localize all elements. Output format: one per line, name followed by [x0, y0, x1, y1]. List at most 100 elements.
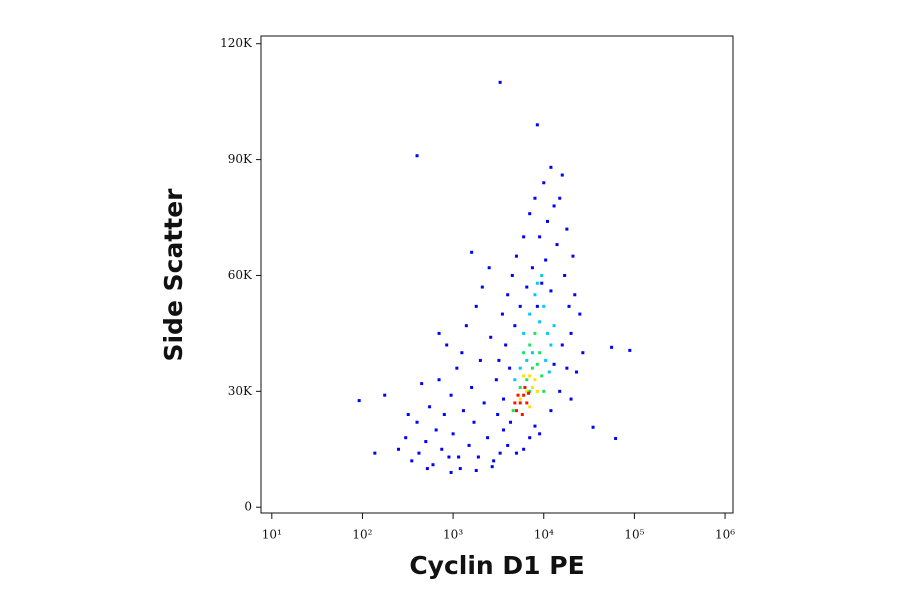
scatter-point [464, 324, 468, 328]
scatter-point [490, 465, 494, 469]
scatter-point [522, 393, 526, 397]
scatter-point [478, 358, 482, 362]
scatter-point [410, 459, 414, 463]
scatter-point [476, 455, 480, 459]
scatter-point [542, 304, 546, 308]
scatter-point [544, 258, 548, 262]
scatter-point [540, 281, 544, 285]
scatter-point [417, 451, 421, 455]
scatter-point [514, 254, 518, 258]
scatter-point [404, 436, 408, 440]
y-tick-label: 60K [228, 268, 253, 282]
scatter-point [540, 374, 544, 378]
scatter-point [535, 362, 539, 366]
scatter-point [535, 304, 539, 308]
scatter-point [514, 451, 518, 455]
scatter-point [528, 405, 532, 409]
x-tick-label: 10³ [443, 528, 463, 542]
scatter-point [560, 173, 564, 177]
scatter-point [522, 374, 526, 378]
scatter-point [508, 366, 512, 370]
plot-frame [260, 35, 734, 514]
scatter-point [518, 401, 522, 405]
scatter-point [415, 154, 419, 158]
scatter-point [552, 204, 556, 208]
scatter-point [397, 447, 401, 451]
scatter-point [540, 273, 544, 277]
scatter-point [538, 351, 542, 355]
scatter-point [513, 324, 517, 328]
scatter-point [538, 320, 542, 324]
x-tick-label: 10⁴ [534, 528, 554, 542]
scatter-point [516, 393, 520, 397]
y-tick-label: 30K [228, 384, 253, 398]
scatter-point [513, 401, 517, 405]
scatter-point [552, 324, 556, 328]
scatter-point [457, 455, 461, 459]
scatter-point [525, 378, 529, 382]
scatter-point [525, 358, 529, 362]
scatter-point [406, 413, 410, 417]
scatter-point [528, 389, 532, 393]
scatter-point [533, 378, 537, 382]
scatter-point [545, 219, 549, 223]
scatter-point [573, 293, 577, 297]
scatter-point [530, 266, 534, 270]
scatter-point [581, 351, 585, 355]
scatter-point [511, 409, 515, 413]
scatter-point [428, 405, 432, 409]
scatter-point [538, 235, 542, 239]
scatter-point [549, 165, 553, 169]
scatter-point [567, 304, 571, 308]
scatter-point [451, 432, 455, 436]
scatter-point [458, 467, 462, 471]
scatter-point [565, 366, 569, 370]
scatter-point [555, 243, 559, 247]
scatter-point [514, 409, 518, 413]
scatter-point [494, 378, 498, 382]
scatter-point [575, 370, 579, 374]
scatter-point [549, 409, 553, 413]
x-tick-label: 10² [352, 528, 372, 542]
scatter-point [610, 345, 614, 349]
scatter-point [506, 443, 510, 447]
scatter-point [510, 273, 514, 277]
scatter-point [431, 463, 435, 467]
scatter-point [552, 362, 556, 366]
scatter-point [425, 467, 429, 471]
scatter-point [502, 397, 506, 401]
scatter-point [442, 413, 446, 417]
scatter-point [533, 424, 537, 428]
scatter-point [373, 451, 377, 455]
scatter-point [492, 459, 496, 463]
scatter-point [509, 420, 513, 424]
scatter-point [480, 285, 484, 289]
scatter-point [525, 389, 529, 393]
scatter-point [506, 293, 510, 297]
scatter-point [437, 331, 441, 335]
scatter-point [513, 378, 517, 382]
scatter-point [522, 331, 526, 335]
scatter-point [628, 348, 632, 352]
y-tick-label: 0 [244, 500, 252, 514]
scatter-point [470, 250, 474, 254]
x-tick-label: 10⁵ [624, 528, 644, 542]
scatter-point [496, 413, 500, 417]
scatter-point [445, 343, 449, 347]
scatter-point [502, 428, 506, 432]
scatter-point [470, 385, 474, 389]
scatter-point [549, 289, 553, 293]
scatter-point [434, 428, 438, 432]
y-axis-title: Side Scatter [159, 188, 188, 362]
scatter-point [614, 436, 618, 440]
scatter-point [449, 393, 453, 397]
scatter-point [525, 401, 529, 405]
x-tick-label: 10⁶ [715, 528, 735, 542]
scatter-point [533, 196, 537, 200]
scatter-point [486, 436, 490, 440]
scatter-point [415, 420, 419, 424]
scatter-point [578, 312, 582, 316]
scatter-point [498, 451, 502, 455]
